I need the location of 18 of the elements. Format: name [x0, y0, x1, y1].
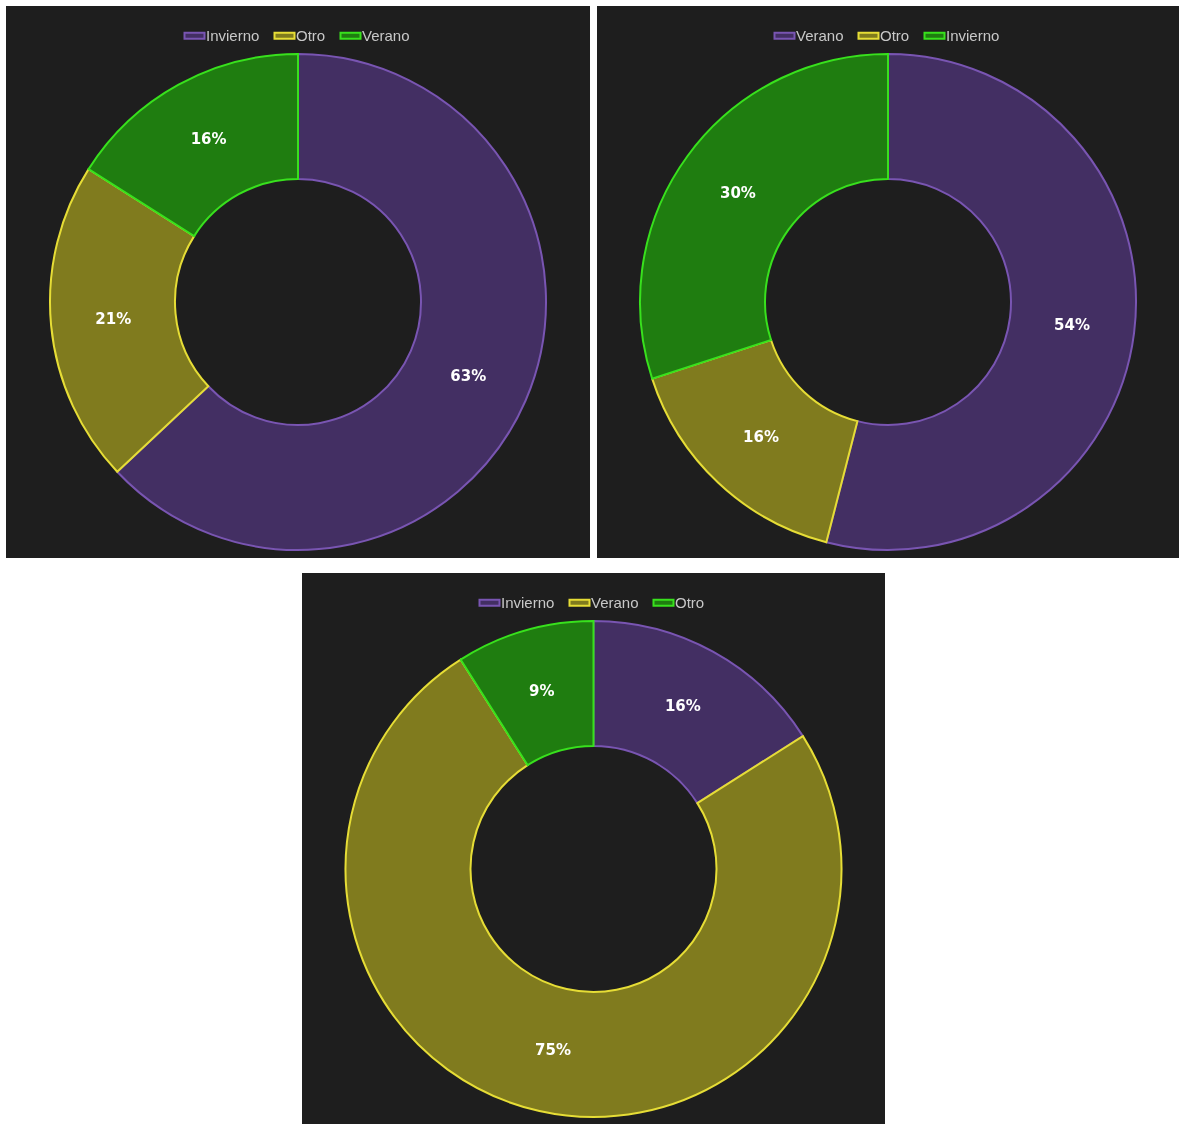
legend-label: Verano — [362, 26, 410, 44]
legend-label: Invierno — [206, 26, 260, 44]
legend-label: Verano — [591, 593, 639, 611]
legend-label: Invierno — [946, 26, 1000, 44]
data-label: 9% — [529, 681, 555, 700]
data-label: 21% — [95, 310, 132, 329]
legend-label: Verano — [796, 26, 844, 44]
data-label: 30% — [719, 183, 756, 202]
data-label: 54% — [1054, 316, 1090, 335]
data-label: 16% — [743, 428, 779, 447]
legend-label: Otro — [675, 593, 705, 611]
legend-label: Otro — [296, 26, 326, 44]
data-label: 16% — [664, 697, 701, 716]
legend-label: Invierno — [501, 593, 555, 611]
legend-label: Otro — [880, 26, 910, 44]
data-label: 63% — [450, 366, 487, 385]
data-label: 75% — [535, 1041, 571, 1060]
data-label: 16% — [190, 130, 227, 149]
